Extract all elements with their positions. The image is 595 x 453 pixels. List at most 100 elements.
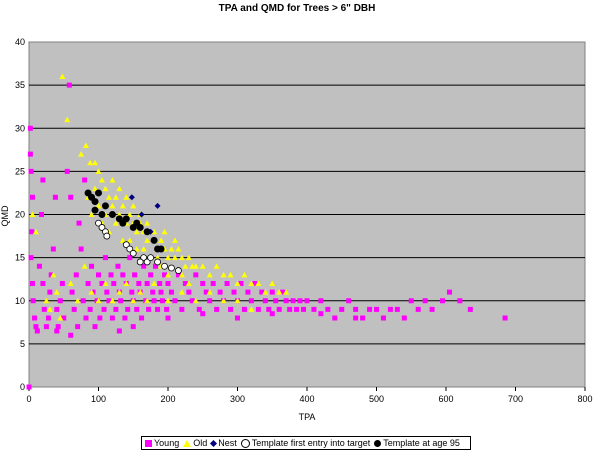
point-old [102,280,109,286]
y-tick-label: 10 [15,296,25,306]
point-young [80,298,86,304]
point-young [360,315,366,321]
y-tick-label: 30 [15,123,25,133]
point-old [102,185,109,192]
point-old [116,289,123,295]
point-young [408,298,414,304]
point-old [59,73,66,79]
point-old [119,202,126,209]
legend-label: Template first entry into target [251,438,371,448]
point-old [116,211,123,217]
legend-item: Template first entry into target [240,438,371,448]
point-old [161,228,168,235]
point-template-at-age-95 [122,215,130,223]
point-template-first-entry-into-target [161,262,168,270]
point-young [96,272,101,278]
point-old [185,280,192,286]
point-template-at-age-95 [157,245,165,253]
point-young [152,263,158,269]
point-young [57,298,63,304]
point-young [48,272,54,278]
point-young [235,315,240,321]
point-young [401,315,407,321]
point-young [200,281,206,286]
point-young [162,272,168,278]
point-young [102,255,108,261]
x-tick-label: 100 [91,394,106,404]
point-old [144,237,151,243]
point-young [193,272,199,278]
point-old [165,271,171,278]
y-axis-label: QMD [0,205,10,226]
point-young [290,298,296,304]
point-young [217,289,223,295]
point-young [27,125,33,131]
point-young [269,311,275,317]
point-old [109,297,116,304]
point-young [82,177,88,183]
point-nest [154,202,161,209]
point-young [297,298,303,304]
point-young [339,306,345,312]
point-old [165,254,171,261]
point-young [54,306,60,312]
point-young [87,306,93,312]
point-old [175,246,182,252]
point-young [165,281,171,286]
point-young [104,289,110,295]
point-young [39,212,45,217]
point-young [125,306,131,312]
point-young [106,298,112,304]
point-young [155,306,161,312]
point-young [113,306,119,312]
point-young [165,315,171,321]
point-young [28,168,34,174]
point-nest [128,194,135,201]
point-old [262,289,269,295]
point-young [66,82,72,88]
point-young [40,177,46,183]
point-template-first-entry-into-target [98,224,106,231]
point-old [29,211,36,217]
x-tick-label: 800 [577,394,592,404]
point-old [133,228,140,235]
point-young [182,281,188,286]
point-young [68,194,74,200]
point-template-at-age-95 [91,198,99,206]
point-old [234,280,241,286]
point-young [127,255,133,261]
point-young [276,306,282,312]
point-old [126,237,133,243]
point-young [252,281,258,286]
point-old [133,246,140,252]
point-young [43,324,49,330]
point-young [101,306,107,312]
x-tick-label: 200 [160,394,175,404]
legend-item: Template at age 95 [374,438,460,448]
point-young [30,298,36,304]
point-young [214,306,220,312]
point-young [283,298,289,304]
point-young [245,289,251,295]
point-young [32,315,38,321]
point-young [148,272,154,278]
point-young [255,306,261,312]
point-young [311,306,317,312]
y-tick-label: 15 [15,253,25,263]
point-old [248,306,255,312]
point-young [130,324,136,330]
point-young [132,272,138,278]
legend-label: Young [154,438,180,448]
point-young [55,324,61,330]
point-young [111,281,117,286]
point-young [144,281,150,286]
point-young [146,306,152,312]
point-young [118,298,124,304]
point-old [112,220,119,226]
y-tick-label: 25 [15,166,25,176]
point-old [95,202,102,209]
point-young [115,263,121,269]
point-young [301,306,307,312]
point-old [182,263,189,269]
point-young [78,246,84,252]
